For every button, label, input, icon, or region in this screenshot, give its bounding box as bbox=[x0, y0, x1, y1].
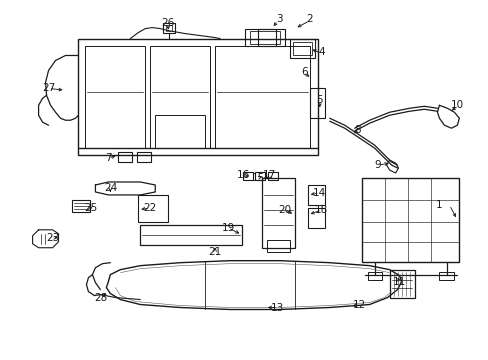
Text: 6: 6 bbox=[301, 67, 307, 77]
Text: 28: 28 bbox=[94, 293, 107, 302]
Text: 8: 8 bbox=[354, 125, 360, 135]
Text: 25: 25 bbox=[83, 203, 97, 213]
Text: 21: 21 bbox=[208, 247, 221, 257]
Text: 26: 26 bbox=[161, 18, 175, 28]
Text: 11: 11 bbox=[392, 276, 406, 287]
Text: 2: 2 bbox=[306, 14, 312, 24]
Text: 1: 1 bbox=[435, 200, 442, 210]
Text: 19: 19 bbox=[221, 223, 234, 233]
Text: 16: 16 bbox=[236, 170, 249, 180]
Text: 7: 7 bbox=[105, 153, 111, 163]
Text: 17: 17 bbox=[263, 170, 276, 180]
Text: 22: 22 bbox=[143, 203, 157, 213]
Text: 15: 15 bbox=[251, 173, 264, 183]
Text: 20: 20 bbox=[278, 205, 291, 215]
Text: 4: 4 bbox=[318, 48, 325, 58]
Text: 18: 18 bbox=[314, 205, 328, 215]
Text: 24: 24 bbox=[103, 183, 117, 193]
Text: 13: 13 bbox=[271, 302, 284, 312]
Text: 12: 12 bbox=[352, 300, 366, 310]
Text: 5: 5 bbox=[316, 95, 323, 105]
Text: 3: 3 bbox=[276, 14, 283, 24]
Text: 27: 27 bbox=[42, 84, 55, 93]
Text: 10: 10 bbox=[450, 100, 463, 110]
Text: 23: 23 bbox=[46, 233, 59, 243]
Text: 9: 9 bbox=[373, 160, 380, 170]
Text: 14: 14 bbox=[312, 188, 326, 198]
